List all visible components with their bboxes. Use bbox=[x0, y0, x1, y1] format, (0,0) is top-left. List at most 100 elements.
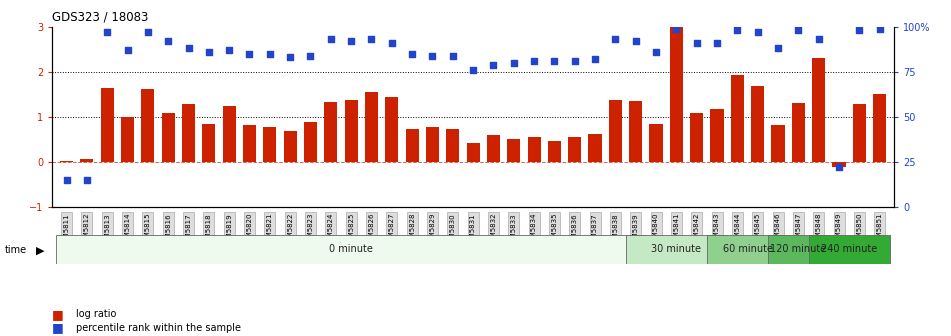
FancyBboxPatch shape bbox=[549, 212, 560, 247]
Bar bbox=[670, 27, 683, 162]
Text: 30 minute: 30 minute bbox=[651, 245, 702, 254]
Point bbox=[181, 46, 196, 51]
Bar bbox=[626, 235, 728, 264]
Bar bbox=[60, 161, 73, 162]
Text: log ratio: log ratio bbox=[76, 309, 116, 319]
FancyBboxPatch shape bbox=[772, 212, 784, 247]
FancyBboxPatch shape bbox=[793, 212, 804, 247]
Bar bbox=[101, 88, 114, 162]
Point bbox=[811, 37, 826, 42]
Bar bbox=[507, 139, 520, 162]
Point bbox=[689, 40, 705, 46]
Point bbox=[506, 60, 521, 66]
Bar bbox=[812, 58, 825, 162]
Bar bbox=[162, 113, 175, 162]
FancyBboxPatch shape bbox=[813, 212, 825, 247]
Text: percentile rank within the sample: percentile rank within the sample bbox=[76, 323, 242, 333]
FancyBboxPatch shape bbox=[447, 212, 458, 247]
FancyBboxPatch shape bbox=[204, 212, 214, 247]
Point bbox=[588, 56, 603, 62]
FancyBboxPatch shape bbox=[366, 212, 377, 247]
Bar bbox=[142, 89, 154, 162]
Bar bbox=[690, 113, 704, 162]
FancyBboxPatch shape bbox=[325, 212, 337, 247]
Bar bbox=[324, 102, 338, 162]
Text: ■: ■ bbox=[52, 308, 64, 321]
Bar bbox=[792, 103, 805, 162]
Bar bbox=[528, 137, 541, 162]
Point bbox=[547, 58, 562, 64]
Bar bbox=[304, 122, 317, 162]
FancyBboxPatch shape bbox=[650, 212, 662, 247]
Text: 240 minute: 240 minute bbox=[821, 245, 878, 254]
FancyBboxPatch shape bbox=[143, 212, 153, 247]
Bar bbox=[853, 104, 866, 162]
FancyBboxPatch shape bbox=[468, 212, 478, 247]
FancyBboxPatch shape bbox=[305, 212, 316, 247]
Point bbox=[649, 49, 664, 55]
Point bbox=[302, 53, 318, 58]
Point bbox=[323, 37, 339, 42]
FancyBboxPatch shape bbox=[264, 212, 276, 247]
Bar bbox=[767, 235, 829, 264]
Bar bbox=[243, 125, 256, 162]
FancyBboxPatch shape bbox=[223, 212, 235, 247]
Bar bbox=[808, 235, 890, 264]
Text: time: time bbox=[5, 245, 27, 255]
Point bbox=[567, 58, 582, 64]
Bar bbox=[182, 104, 195, 162]
FancyBboxPatch shape bbox=[752, 212, 764, 247]
Point bbox=[161, 39, 176, 44]
Bar bbox=[589, 134, 602, 162]
Point bbox=[709, 40, 725, 46]
FancyBboxPatch shape bbox=[570, 212, 580, 247]
Point bbox=[466, 67, 480, 73]
Point bbox=[100, 30, 115, 35]
Bar bbox=[730, 75, 744, 162]
Point bbox=[364, 37, 379, 42]
FancyBboxPatch shape bbox=[407, 212, 417, 247]
Point bbox=[608, 37, 623, 42]
Point bbox=[79, 177, 94, 182]
Point bbox=[282, 55, 298, 60]
FancyBboxPatch shape bbox=[732, 212, 743, 247]
FancyBboxPatch shape bbox=[691, 212, 702, 247]
Text: 60 minute: 60 minute bbox=[723, 245, 772, 254]
Text: ▶: ▶ bbox=[36, 245, 45, 255]
FancyBboxPatch shape bbox=[122, 212, 133, 247]
FancyBboxPatch shape bbox=[529, 212, 539, 247]
FancyBboxPatch shape bbox=[183, 212, 194, 247]
FancyBboxPatch shape bbox=[833, 212, 844, 247]
FancyBboxPatch shape bbox=[82, 212, 92, 247]
Bar bbox=[650, 124, 663, 162]
Bar bbox=[548, 141, 561, 162]
Text: 120 minute: 120 minute bbox=[770, 245, 826, 254]
Point bbox=[242, 51, 257, 56]
Bar bbox=[56, 235, 646, 264]
Text: ■: ■ bbox=[52, 321, 64, 334]
Point bbox=[750, 30, 766, 35]
Bar bbox=[405, 129, 418, 162]
Point bbox=[120, 48, 135, 53]
FancyBboxPatch shape bbox=[711, 212, 723, 247]
Point bbox=[222, 48, 237, 53]
Bar bbox=[568, 137, 581, 162]
FancyBboxPatch shape bbox=[244, 212, 255, 247]
FancyBboxPatch shape bbox=[61, 212, 72, 247]
FancyBboxPatch shape bbox=[590, 212, 601, 247]
Text: 0 minute: 0 minute bbox=[329, 245, 373, 254]
Bar bbox=[385, 96, 398, 162]
FancyBboxPatch shape bbox=[488, 212, 499, 247]
Point bbox=[729, 28, 745, 33]
FancyBboxPatch shape bbox=[670, 212, 682, 247]
FancyBboxPatch shape bbox=[386, 212, 398, 247]
Point bbox=[486, 62, 501, 67]
Point bbox=[425, 53, 440, 58]
Bar bbox=[344, 100, 358, 162]
Point bbox=[262, 51, 278, 56]
Bar bbox=[446, 129, 459, 162]
FancyBboxPatch shape bbox=[284, 212, 296, 247]
Bar bbox=[467, 143, 479, 162]
Bar bbox=[771, 125, 785, 162]
Bar bbox=[707, 235, 788, 264]
